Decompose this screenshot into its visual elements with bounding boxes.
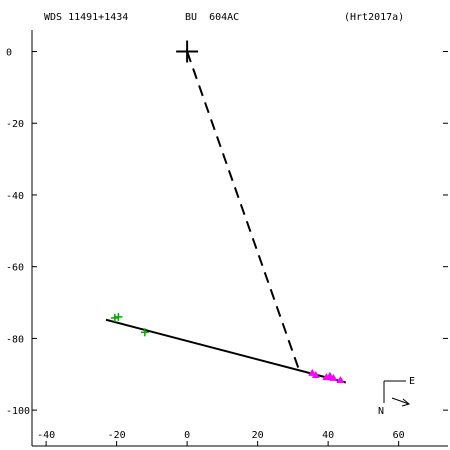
y-tick-label: -80: [6, 334, 24, 345]
axis-tick-labels: -40 -20 0 20 40 60 0 -20 -40 -60 -80 -100: [6, 48, 405, 441]
data-marks: [110, 40, 345, 384]
observation-plus-point: [140, 328, 149, 337]
compass-east-label: E: [409, 376, 415, 387]
x-tick-label: -20: [108, 430, 126, 441]
y-tick-label: -20: [6, 119, 24, 130]
x-tick-label: 40: [322, 430, 334, 441]
observation-plus-point: [114, 312, 123, 321]
y-tick-label: -60: [6, 263, 24, 274]
axis-ticks: [32, 51, 448, 446]
designation-label: BU 604AC: [185, 12, 239, 23]
observation-triangle-point: [329, 373, 338, 381]
compass-rose: E N: [378, 376, 415, 417]
wds-identifier: WDS 11491+1434: [44, 12, 128, 23]
orbit-lines: [105, 51, 347, 384]
compass-north-label: N: [378, 406, 384, 417]
observation-triangle-point: [311, 370, 320, 378]
linear-fit-line: [105, 318, 347, 384]
x-tick-label: 60: [393, 430, 405, 441]
primary-star-cross-icon: [176, 40, 199, 63]
reference-label: (Hrt2017a): [344, 12, 404, 23]
x-tick-label: -40: [37, 430, 55, 441]
motion-arrow-icon: [391, 397, 411, 407]
plot-frame: [31, 30, 448, 447]
x-tick-label: 20: [252, 430, 264, 441]
y-tick-label: -40: [6, 191, 24, 202]
observation-plus-point: [110, 313, 119, 322]
y-tick-label: 0: [6, 48, 12, 59]
y-tick-label: -100: [6, 406, 30, 417]
observation-triangle-point: [336, 376, 345, 384]
x-tick-label: 0: [184, 430, 190, 441]
primary-to-node-dashed-line: [186, 51, 301, 373]
